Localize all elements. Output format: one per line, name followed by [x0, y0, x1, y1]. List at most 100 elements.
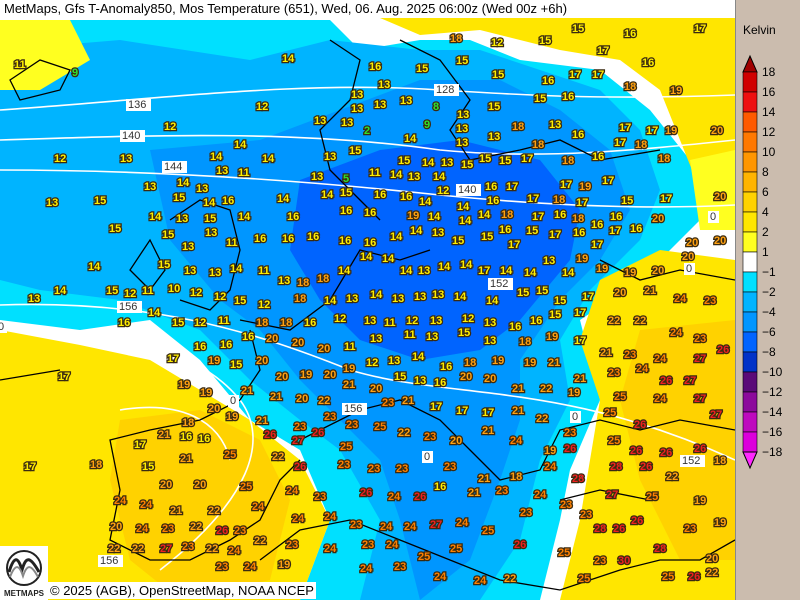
station-temperature: 25 [482, 525, 494, 537]
station-temperature: 14 [338, 265, 351, 277]
legend-tick: −2 [762, 285, 776, 299]
station-temperature: 23 [286, 539, 298, 551]
station-temperature: 15 [162, 229, 174, 241]
station-temperature: 19 [670, 85, 682, 97]
station-temperature: 13 [364, 315, 376, 327]
station-temperature: 17 [521, 153, 533, 165]
station-temperature: 11 [384, 317, 396, 329]
station-temperature: 21 [548, 357, 560, 369]
legend-tick: −16 [762, 425, 783, 439]
station-temperature: 26 [216, 525, 228, 537]
station-temperature: 24 [636, 363, 649, 375]
anomaly-area-yellow-west-dark [110, 410, 290, 600]
station-temperature: 18 [90, 459, 102, 471]
station-temperature: 22 [634, 315, 646, 327]
station-temperature: 14 [460, 259, 473, 271]
station-temperature: 25 [374, 421, 386, 433]
station-temperature: 12 [258, 299, 270, 311]
station-temperature: 16 [304, 317, 316, 329]
station-temperature: 21 [512, 383, 524, 395]
station-temperature: 16 [400, 191, 412, 203]
station-temperature: 28 [594, 523, 606, 535]
legend-swatch [742, 251, 758, 273]
station-temperature: 14 [149, 211, 162, 223]
legend-swatch [742, 151, 758, 173]
station-temperature: 24 [510, 435, 523, 447]
station-temperature: 22 [608, 315, 620, 327]
station-temperature: 18 [562, 155, 574, 167]
station-temperature: 20 [276, 371, 288, 383]
station-temperature: 20 [682, 251, 694, 263]
station-temperature: 25 [608, 435, 620, 447]
station-temperature: 18 [519, 336, 531, 348]
station-temperature: 21 [241, 385, 253, 397]
station-temperature: 17 [482, 407, 494, 419]
station-temperature: 23 [346, 419, 358, 431]
station-temperature: 25 [662, 571, 674, 583]
legend-swatch [742, 211, 758, 233]
station-temperature: 16 [610, 211, 622, 223]
station-temperature: 17 [660, 193, 672, 205]
station-temperature: 12 [491, 37, 503, 49]
station-temperature: 20 [652, 265, 664, 277]
station-temperature: 12 [164, 121, 176, 133]
station-temperature: 16 [194, 341, 206, 353]
station-temperature: 28 [610, 461, 622, 473]
station-temperature: 13 [392, 293, 404, 305]
station-temperature: 17 [694, 23, 706, 35]
station-temperature: 16 [340, 205, 352, 217]
station-temperature: 8 [433, 101, 439, 113]
station-temperature: 16 [374, 189, 386, 201]
station-temperature: 23 [234, 525, 246, 537]
station-temperature: 12 [406, 315, 418, 327]
legend-swatch [742, 71, 758, 93]
station-temperature: 20 [266, 333, 278, 345]
station-temperature: 23 [368, 463, 380, 475]
station-temperature: 13 [457, 109, 469, 121]
station-temperature: 24 [474, 575, 487, 587]
station-temperature: 26 [660, 375, 672, 387]
station-temperature: 24 [654, 353, 667, 365]
station-temperature: 19 [579, 181, 591, 193]
station-temperature: 13 [484, 317, 496, 329]
station-temperature: 18 [294, 293, 306, 305]
station-temperature: 26 [264, 429, 276, 441]
station-temperature: 20 [460, 371, 472, 383]
station-temperature: 16 [573, 227, 585, 239]
station-temperature: 24 [456, 517, 469, 529]
station-temperature: 26 [717, 344, 729, 356]
station-temperature: 25 [604, 407, 616, 419]
station-temperature: 14 [400, 265, 413, 277]
station-temperature: 20 [256, 355, 268, 367]
legend-tick: −10 [762, 365, 783, 379]
station-temperature: 14 [210, 151, 223, 163]
station-temperature: 20 [711, 125, 723, 137]
station-temperature: 23 [694, 333, 706, 345]
coastline [129, 199, 241, 311]
station-temperature: 25 [240, 481, 252, 493]
station-temperature: 13 [378, 79, 390, 91]
station-temperature: 16 [440, 361, 452, 373]
isoline-label-bg [228, 395, 239, 407]
station-temperature: 26 [631, 515, 643, 527]
station-temperature: 28 [654, 543, 666, 555]
station-temperature: 16 [554, 209, 566, 221]
station-temperature: 12 [194, 317, 206, 329]
station-temperature: 15 [479, 153, 491, 165]
station-temperature: 12 [190, 287, 202, 299]
station-temperature: 26 [688, 571, 700, 583]
legend-tick: 10 [762, 145, 776, 159]
station-temperature: 15 [461, 159, 473, 171]
station-temperature: 20 [714, 191, 726, 203]
station-temperature: 26 [640, 461, 652, 473]
weather-map[interactable]: 136 140 144 156 156 156 128 140 152 152 0 0 0 0 0 0 18 1… [0, 0, 735, 600]
legend-tick: 2 [762, 225, 769, 239]
station-temperature: 26 [514, 539, 526, 551]
station-temperature: 22 [190, 521, 202, 533]
station-temperature: 22 [108, 543, 120, 555]
station-temperature: 15 [340, 187, 352, 199]
station-temperature: 10 [168, 283, 180, 295]
station-temperature: 18 [317, 273, 329, 285]
station-temperature: 24 [674, 293, 687, 305]
station-temperature: 12 [54, 153, 66, 165]
